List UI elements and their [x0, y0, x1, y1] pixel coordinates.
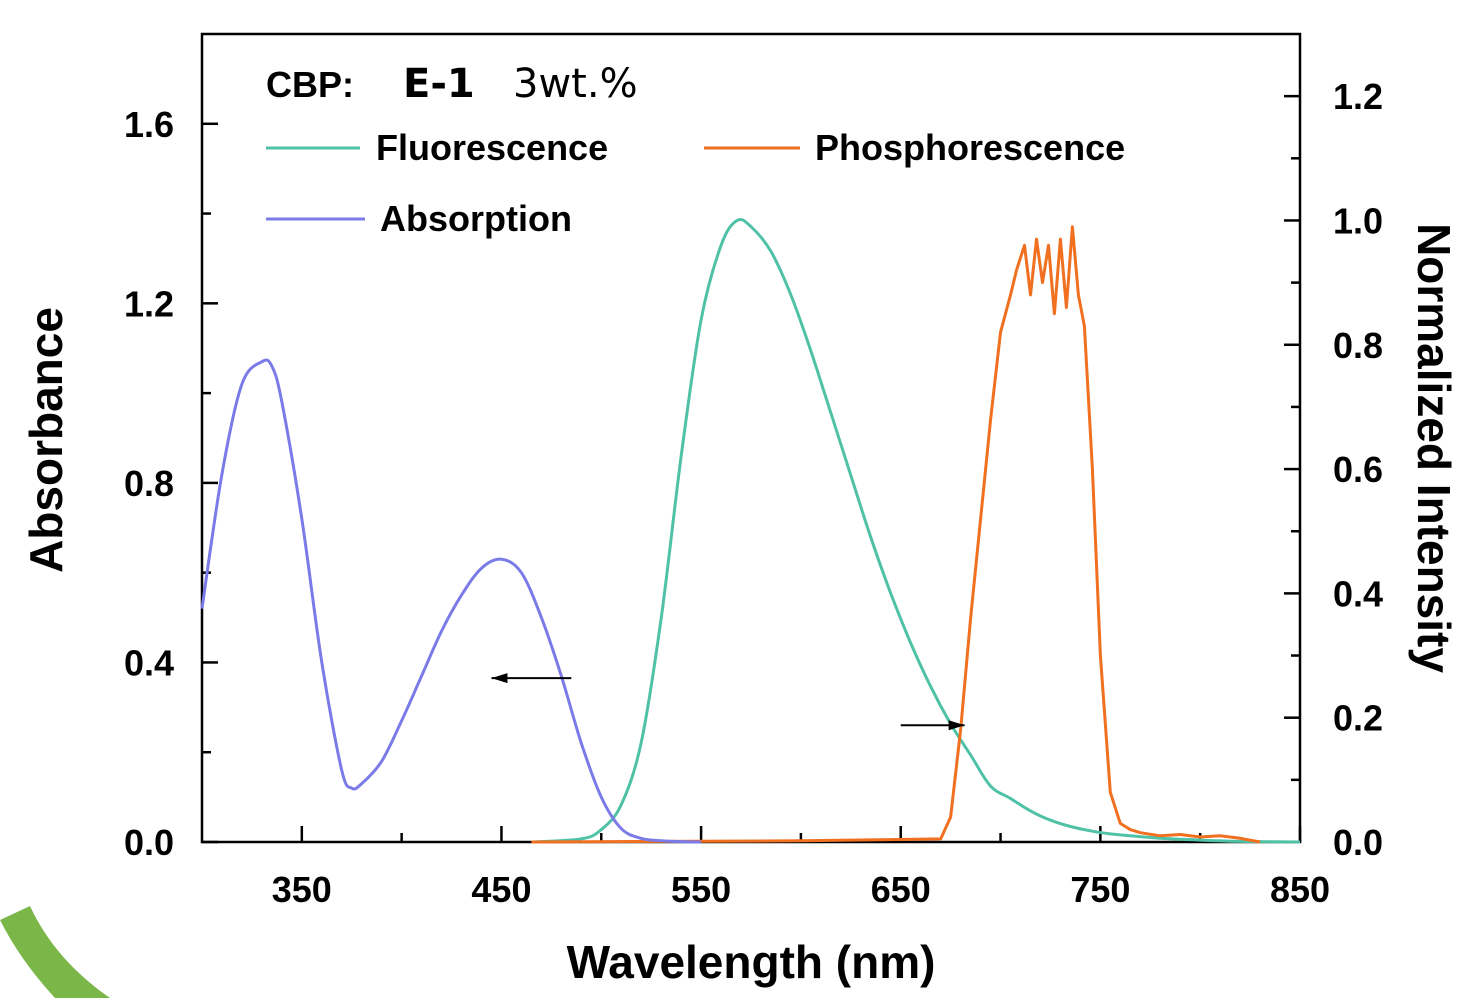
y-right-tick-label-0-6: 0.6 — [1333, 449, 1383, 490]
chart-title-compound: E-1 — [403, 61, 475, 107]
y-left-tick-label-0-4: 0.4 — [124, 642, 174, 683]
chart-title-prefix: CBP: — [266, 64, 354, 105]
arrow-head-absorption — [491, 673, 508, 684]
y-left-axis-title: Absorbance — [20, 307, 72, 573]
legend-label-fluorescence: Fluorescence — [376, 127, 608, 168]
x-ticks: 350 450 550 650 750 850 — [272, 826, 1330, 910]
y-left-tick-label-1-2: 1.2 — [124, 283, 174, 324]
legend-label-absorption: Absorption — [380, 198, 572, 239]
y-right-tick-label-0-2: 0.2 — [1333, 698, 1383, 739]
y-left-tick-label-1-6: 1.6 — [124, 104, 174, 145]
legend: Fluorescence Phosphorescence Absorption — [266, 127, 1125, 239]
y-right-axis-title: Normalized Intensity — [1408, 223, 1460, 673]
y-right-tick-label-1-0: 1.0 — [1333, 200, 1383, 241]
x-axis-title: Wavelength (nm) — [567, 936, 936, 988]
series-lines — [200, 217, 1301, 844]
y-right-tick-label-0-8: 0.8 — [1333, 325, 1383, 366]
series-line-absorption — [200, 358, 702, 844]
x-tick-label-650: 650 — [871, 869, 931, 910]
series-line-fluorescence — [531, 217, 1301, 844]
annotation-arrows — [491, 673, 965, 731]
y-left-tick-label-0-0: 0.0 — [124, 822, 174, 863]
y-left-tick-label-0-8: 0.8 — [124, 463, 174, 504]
y-right-tick-label-0-4: 0.4 — [1333, 573, 1383, 614]
x-tick-label-350: 350 — [272, 869, 332, 910]
x-tick-label-850: 850 — [1270, 869, 1330, 910]
legend-label-phosphorescence: Phosphorescence — [815, 127, 1125, 168]
x-tick-label-450: 450 — [471, 869, 531, 910]
x-tick-label-750: 750 — [1070, 869, 1130, 910]
chart-title-concentration: 3wt.% — [513, 61, 638, 107]
y-right-tick-label-0-0: 0.0 — [1333, 822, 1383, 863]
plot-area: 350 450 550 650 750 850 0.00.40.81.21.6 0.00.… — [124, 32, 1383, 910]
x-tick-label-550: 550 — [671, 869, 731, 910]
arrow-head-fluorescence — [948, 720, 965, 731]
y-right-tick-label-1-2: 1.2 — [1333, 76, 1383, 117]
plot-frame — [200, 32, 1302, 844]
decorative-green-arc — [0, 906, 110, 998]
series-line-phosphorescence — [531, 225, 1261, 844]
y-left-ticks: 0.0 0.4 0.8 1.2 1.6 — [124, 104, 218, 863]
